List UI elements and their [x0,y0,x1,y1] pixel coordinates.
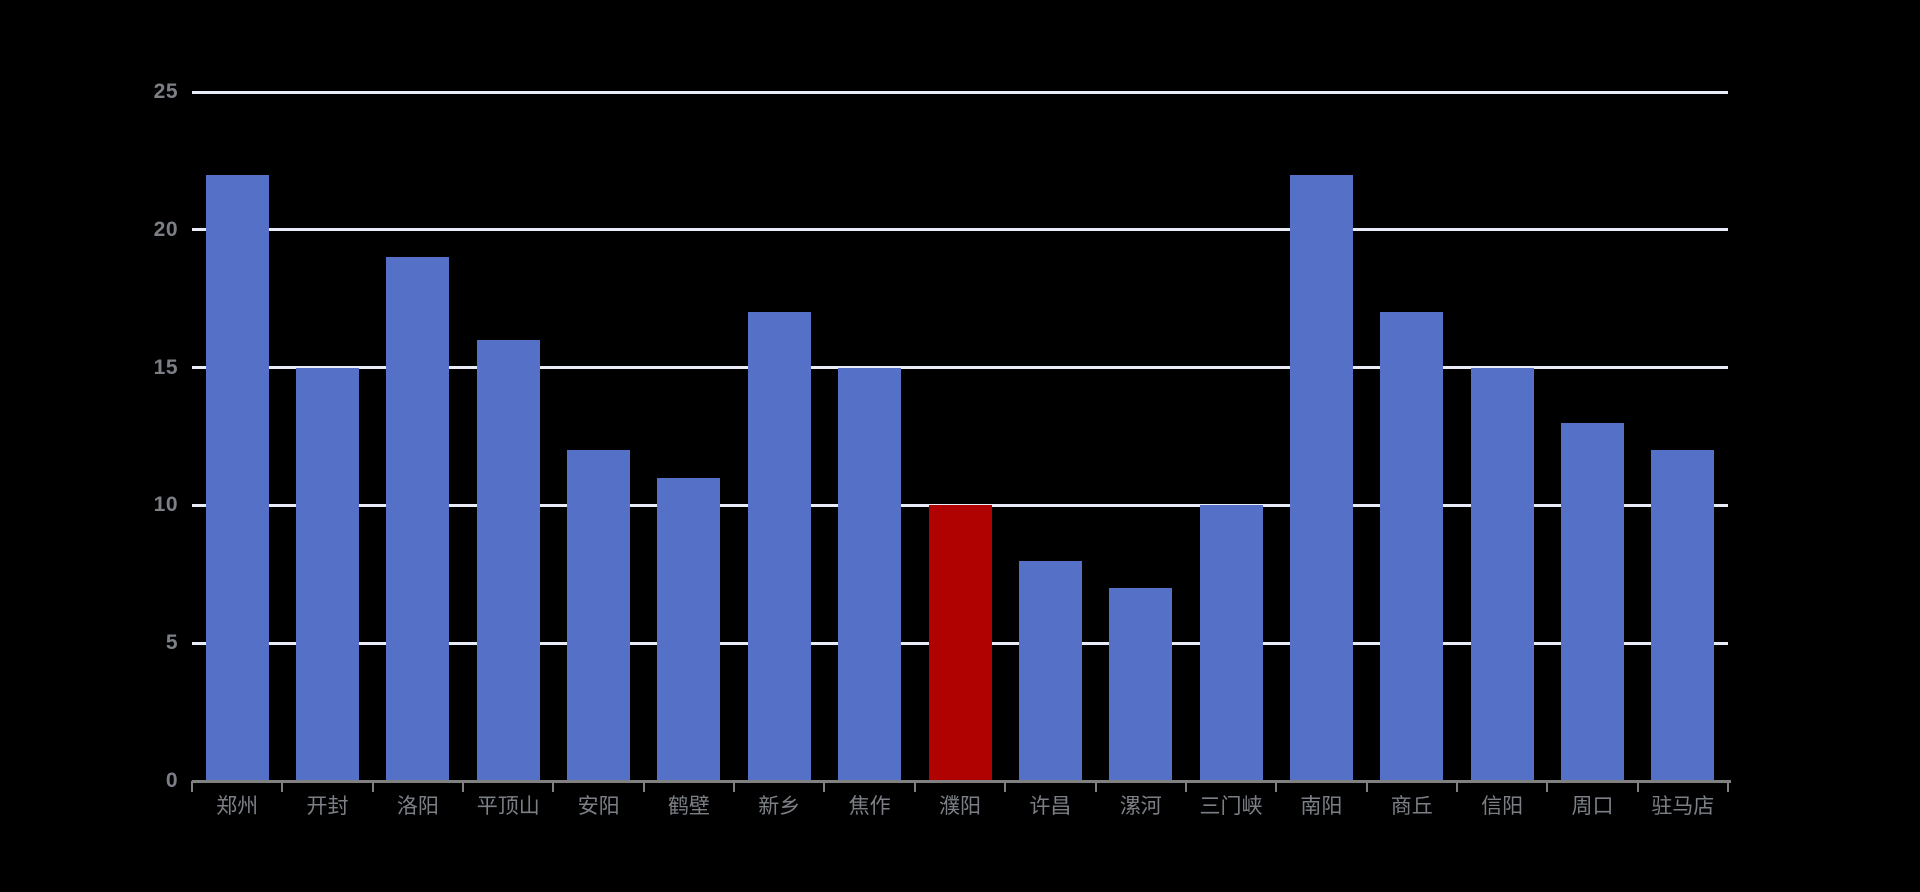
x-axis-tick [281,781,284,792]
bar [1109,588,1173,781]
x-axis-category-label: 信阳 [1481,795,1524,818]
y-gridline [192,366,1728,370]
x-axis-tick [191,781,193,792]
bar [1380,312,1444,781]
bar [1199,505,1263,781]
x-axis-tick [1275,781,1278,792]
x-axis-category-label: 鹤壁 [667,795,710,818]
bar [567,450,631,781]
x-axis-category-label: 南阳 [1300,795,1343,818]
x-axis-tick [913,781,916,792]
x-axis-tick [823,781,826,792]
x-axis-tick [1004,781,1007,792]
x-axis-category-label: 漯河 [1119,795,1162,818]
y-gridline [192,228,1728,232]
x-axis-category-label: 商丘 [1390,795,1433,818]
x-axis-category-label: 周口 [1571,795,1614,818]
x-axis-tick [1455,781,1458,792]
x-axis-tick [1546,781,1549,792]
x-axis-tick [552,781,555,792]
bar [386,257,450,781]
x-axis-tick [642,781,645,792]
highlighted-bar [928,505,992,781]
y-axis-tick-label: 25 [153,80,178,103]
x-axis-category-label: 濮阳 [938,795,981,818]
x-axis-category-label: 安阳 [577,795,620,818]
y-gridline [192,90,1728,94]
bar [747,312,811,781]
y-axis-tick-label: 15 [153,355,178,379]
x-axis-tick [371,781,374,792]
bar [657,477,721,781]
x-axis-tick [1727,781,1729,792]
bar [1651,450,1715,781]
x-axis-tick [1184,781,1187,792]
x-axis-category-label: 平顶山 [476,795,540,818]
x-axis-category-label: 三门峡 [1199,795,1263,818]
x-axis-tick [1636,781,1639,792]
x-axis-tick [1365,781,1368,792]
x-axis-category-label: 新乡 [758,795,801,818]
x-axis-category-label: 郑州 [216,795,259,818]
x-axis-category-label: 洛阳 [396,795,439,818]
bar [838,367,902,781]
bar [205,174,269,781]
bar [296,367,360,781]
x-axis-category-label: 开封 [306,795,349,818]
y-axis-tick-label: 0 [165,769,178,792]
x-axis-tick [462,781,465,792]
x-axis-line [192,779,1731,783]
bar [1289,174,1353,781]
y-axis-tick-label: 10 [153,493,178,517]
bar [1560,422,1624,781]
bar [1470,367,1534,781]
x-axis-category-label: 许昌 [1029,795,1072,818]
y-axis-tick-label: 20 [153,217,178,241]
x-axis-category-label: 驻马店 [1651,795,1715,818]
x-axis-tick [733,781,736,792]
x-axis-tick [1094,781,1097,792]
bar [476,340,540,781]
y-axis-tick-label: 5 [165,631,178,655]
bar [1018,560,1082,781]
x-axis-category-label: 焦作 [848,795,891,818]
